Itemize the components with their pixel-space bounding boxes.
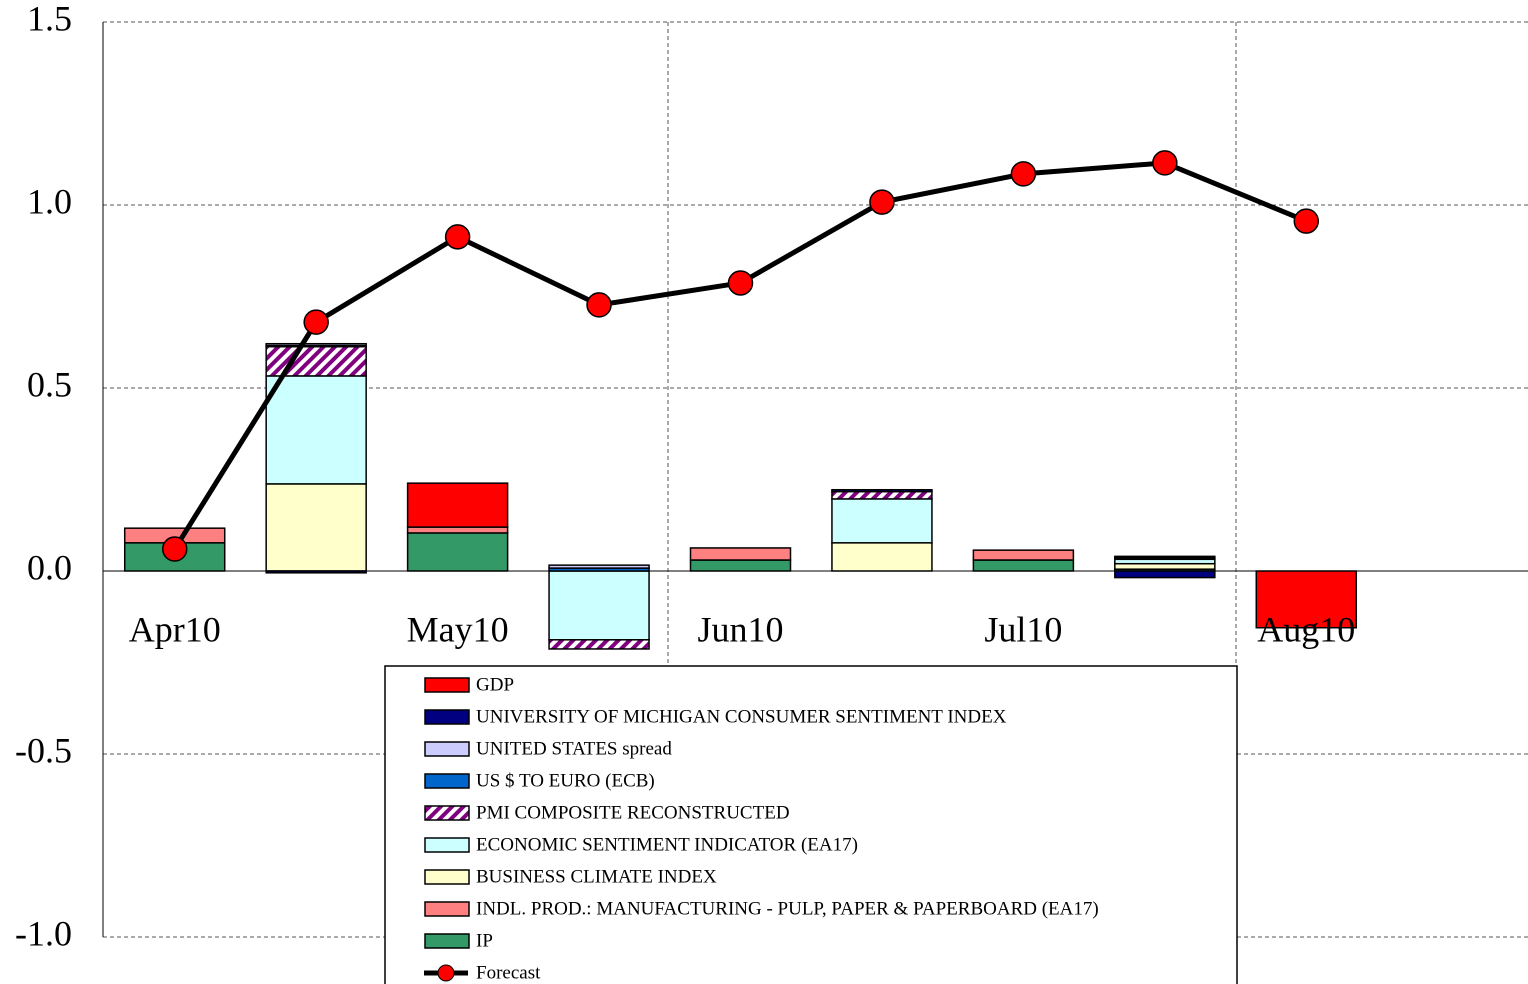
forecast-point (1293, 208, 1320, 234)
forecast-point (1010, 161, 1037, 187)
bar-segment (1114, 570, 1216, 579)
x-tick-label: Jul10 (984, 609, 1062, 649)
legend-label: BUSINESS CLIMATE INDEX (476, 866, 717, 887)
bar-segment (265, 375, 367, 485)
x-tick-label: Jun10 (697, 609, 783, 649)
legend-label: Forecast (476, 962, 541, 983)
legend-swatch (424, 741, 470, 757)
legend-label: UNIVERSITY OF MICHIGAN CONSUMER SENTIMEN… (476, 706, 1007, 727)
legend-swatch (424, 869, 470, 885)
bar-segment (265, 483, 367, 572)
y-tick-label: -1.0 (15, 913, 72, 953)
bar-segment (548, 570, 650, 641)
bar-segment (1255, 570, 1358, 629)
bar-segment (265, 345, 367, 377)
bar-segment (972, 559, 1075, 572)
legend-label: IP (476, 930, 493, 951)
legend-swatch (424, 901, 470, 917)
forecast-point (1152, 150, 1178, 176)
legend-marker (437, 964, 455, 982)
bar-segment (548, 564, 650, 569)
legend-swatch (424, 805, 470, 821)
legend-swatch (424, 709, 470, 725)
bar-segment (972, 549, 1075, 561)
bar-segment (831, 498, 933, 544)
y-tick-label: 1.5 (27, 0, 72, 38)
forecast-point (727, 270, 754, 296)
legend-swatch (424, 933, 470, 949)
legend-label: ECONOMIC SENTIMENT INDICATOR (EA17) (476, 834, 858, 855)
legend-label: GDP (476, 674, 514, 695)
legend-swatch (424, 677, 470, 693)
bar-segment (689, 559, 792, 572)
legend-label: US $ TO EURO (ECB) (476, 770, 655, 791)
legend-label: INDL. PROD.: MANUFACTURING - PULP, PAPER… (476, 898, 1099, 919)
bar-segment (406, 532, 509, 572)
bar-segment (831, 488, 933, 493)
forecast-point (869, 189, 895, 215)
bar-segment (406, 482, 509, 528)
forecast-point (161, 536, 188, 562)
bar-segment (406, 526, 509, 534)
legend-swatch (424, 837, 470, 853)
y-tick-label: 1.0 (27, 181, 72, 221)
x-tick-label: May10 (407, 609, 509, 649)
x-tick-label: Aug10 (1257, 609, 1355, 649)
bar-segment (265, 570, 367, 574)
bar-segment (689, 547, 792, 561)
bar-segment (548, 639, 650, 650)
bar-segment (831, 542, 933, 572)
x-tick-label: Apr10 (129, 609, 221, 649)
forecast-point (303, 309, 329, 335)
legend-swatch (424, 773, 470, 789)
forecast-point (586, 292, 612, 318)
bar-segment (1114, 562, 1216, 570)
forecast-point (444, 224, 471, 250)
y-tick-label: 0.0 (27, 547, 72, 587)
y-tick-label: 0.5 (27, 364, 72, 404)
y-tick-label: -0.5 (15, 730, 72, 770)
legend-label: PMI COMPOSITE RECONSTRUCTED (476, 802, 790, 823)
bar-segment (831, 490, 933, 500)
bar-segment (265, 342, 367, 347)
legend-label: UNITED STATES spread (476, 738, 672, 759)
bar-segment (1114, 555, 1216, 559)
legend-box (384, 665, 1238, 984)
